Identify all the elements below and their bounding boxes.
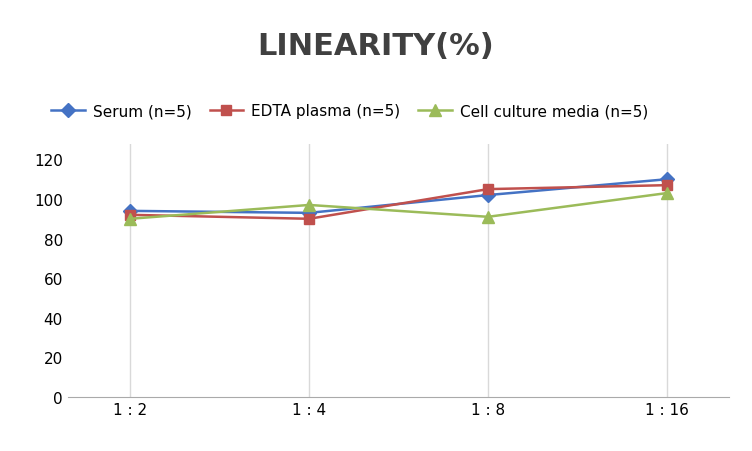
Legend: Serum (n=5), EDTA plasma (n=5), Cell culture media (n=5): Serum (n=5), EDTA plasma (n=5), Cell cul… <box>45 98 654 125</box>
Cell culture media (n=5) <box>484 215 493 220</box>
Cell culture media (n=5) <box>126 216 135 222</box>
Line: EDTA plasma (n=5): EDTA plasma (n=5) <box>126 181 672 224</box>
EDTA plasma (n=5) <box>484 187 493 193</box>
Line: Cell culture media (n=5): Cell culture media (n=5) <box>125 188 672 225</box>
Serum (n=5) <box>663 177 672 183</box>
EDTA plasma (n=5) <box>126 213 135 218</box>
Serum (n=5) <box>484 193 493 198</box>
Serum (n=5) <box>305 211 314 216</box>
Serum (n=5) <box>126 209 135 214</box>
Text: LINEARITY(%): LINEARITY(%) <box>258 32 494 60</box>
Line: Serum (n=5): Serum (n=5) <box>126 175 672 218</box>
EDTA plasma (n=5) <box>663 183 672 189</box>
EDTA plasma (n=5) <box>305 216 314 222</box>
Cell culture media (n=5) <box>305 203 314 208</box>
Cell culture media (n=5) <box>663 191 672 196</box>
